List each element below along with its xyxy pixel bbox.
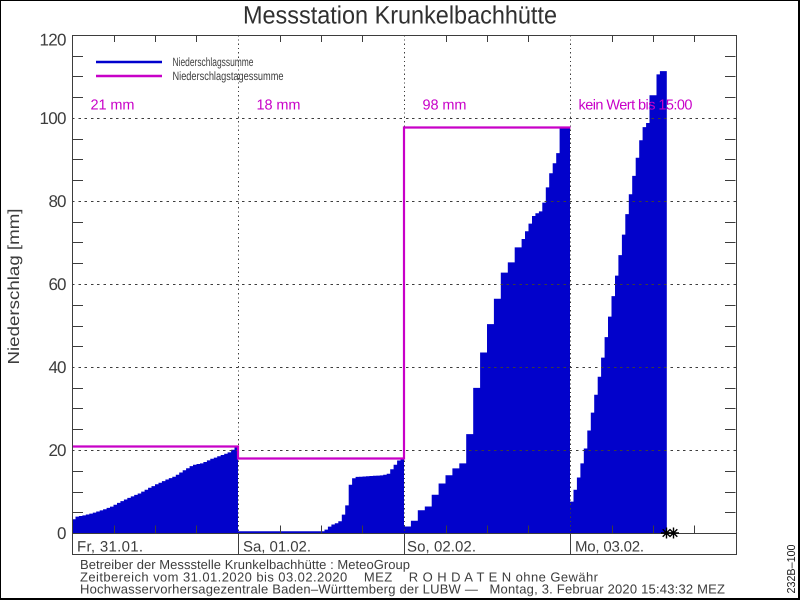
svg-text:18 mm: 18 mm [257,98,301,114]
svg-text:0: 0 [57,524,66,543]
svg-text:120: 120 [40,31,67,50]
svg-text:98 mm: 98 mm [423,98,467,114]
svg-text:60: 60 [49,275,67,294]
svg-text:80: 80 [49,192,67,211]
svg-text:Sa, 01.02.: Sa, 01.02. [243,538,311,555]
svg-text:Messstation Krunkelbachhütte: Messstation Krunkelbachhütte [243,2,557,30]
svg-text:40: 40 [49,358,67,377]
svg-text:Niederschlag [mm]: Niederschlag [mm] [6,209,23,365]
svg-text:Mo, 03.02.: Mo, 03.02. [575,538,644,555]
svg-text:232B–100: 232B–100 [786,545,798,594]
svg-text:Betreiber der Messstelle Krunk: Betreiber der Messstelle Krunkelbachhütt… [80,557,410,572]
svg-text:kein Wert bis 15:00: kein Wert bis 15:00 [579,98,693,114]
svg-text:Niederschlagstagessumme: Niederschlagstagessumme [173,69,284,83]
svg-text:Fr, 31.01.: Fr, 31.01. [77,538,143,555]
svg-text:So, 02.02.: So, 02.02. [407,538,476,555]
svg-text:Zeitbereich vom 31.01.2020 bis: Zeitbereich vom 31.01.2020 bis 03.02.202… [80,569,599,584]
svg-text:100: 100 [40,109,67,128]
svg-text:Niederschlagssumme: Niederschlagssumme [173,55,254,69]
svg-text:20: 20 [49,441,67,460]
svg-text:21 mm: 21 mm [91,98,135,114]
svg-text:Hochwasservorhersagezentrale B: Hochwasservorhersagezentrale Baden–Württ… [80,582,725,597]
